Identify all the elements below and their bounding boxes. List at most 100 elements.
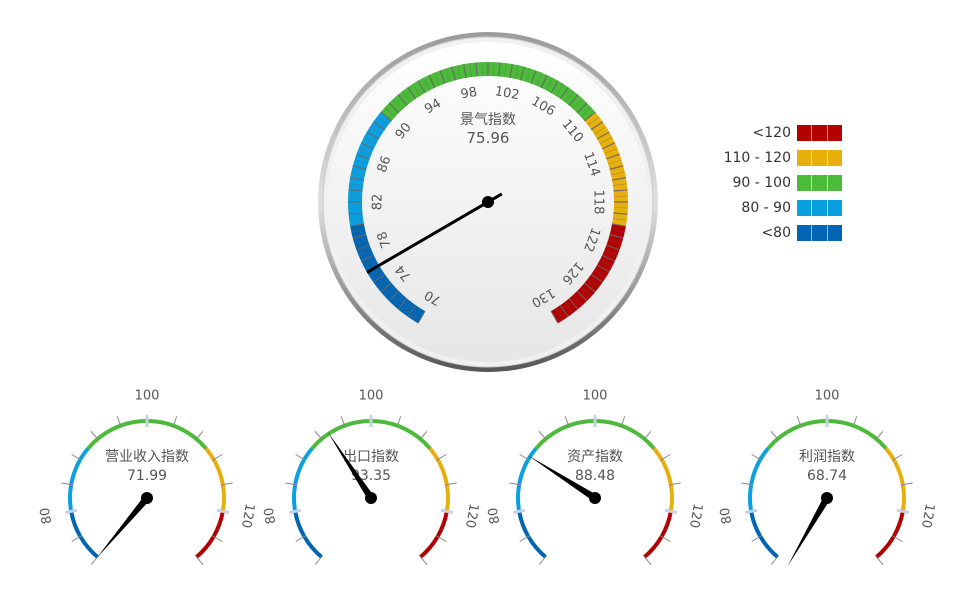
main-tick [610,171,625,176]
legend-label: 90 - 100 [732,174,792,191]
small-gauge-tick [564,416,570,428]
main-tick [354,239,368,245]
small-gauge-tick [314,431,324,441]
main-needle [366,192,503,274]
small-gauge-band-dark_blue [517,510,547,559]
main-tick [469,63,472,78]
small-gauge-tick [664,508,677,514]
main-gauge-value: 75.96 [467,129,510,147]
main-tick [356,244,370,251]
small-gauge-tick [435,454,447,461]
main-tick [550,80,559,94]
main-tick-label: 94 [422,96,444,117]
small-gauge-value: 68.74 [807,468,847,484]
legend-item[interactable]: 80 - 90 [700,195,842,220]
small-gauge-tick [900,482,913,486]
small-gauge-needle [327,431,374,500]
main-tick [434,72,441,86]
small-gauge-tick [220,482,233,486]
main-tick [587,278,600,288]
main-tick [445,68,451,82]
main-tick [363,137,377,145]
main-tick [393,98,404,110]
small-gauge-band-dark_blue [749,510,779,559]
main-needle-pivot [482,196,494,208]
main-tick [475,62,478,77]
small-gauge-tick [891,454,903,461]
small-gauge-tick [659,535,671,542]
main-tick [380,282,392,293]
small-gauge-tick [340,416,346,428]
main-tick [584,111,596,122]
main-tick [384,107,396,118]
small-gauge-needle-pivot [141,492,153,504]
main-tick [350,223,365,227]
main-tick [388,290,400,302]
small-gauge-value: 88.48 [575,468,615,484]
legend-item[interactable]: 110 - 120 [700,145,842,170]
main-tick [358,148,372,155]
main-tick [601,142,616,150]
small-gauge-tick [659,454,671,461]
main-tick [514,65,519,80]
main-tick [572,98,583,110]
main-tick [457,65,462,80]
main-tick [407,304,417,318]
small-gauge-tick [90,431,100,441]
main-tick [451,66,456,81]
legend-swatch-green [797,174,842,191]
small-gauge-tick [71,535,83,542]
main-tick [559,86,569,100]
main-tick [356,153,370,160]
main-tick [376,278,389,288]
small-gauge-needle-pivot [821,492,833,504]
main-tick [504,63,507,78]
main-tick [612,218,627,221]
small-gauge-tick [444,482,457,486]
small-gauge-tick [71,454,83,461]
small-gauge-tick-label: 80 [486,506,504,525]
small-gauge: 80 100 120 利润指数 68.74 [718,389,937,567]
main-tick [568,94,579,106]
small-gauge-band-red [419,510,449,559]
small-gauge-tick-label: 80 [262,506,280,525]
main-tick [612,183,627,186]
main-tick [550,310,559,324]
legend-item[interactable]: <80 [700,220,842,245]
small-gauge-value: 71.99 [127,468,167,484]
main-tick [423,77,431,91]
main-tick-label: 78 [375,229,395,250]
small-gauge-tick [509,482,522,486]
small-gauge-title: 营业收入指数 [105,449,189,465]
main-tick [493,62,495,77]
small-gauge-tick-label: 120 [686,502,705,529]
legend-label: 110 - 120 [723,149,791,166]
small-gauge-tick-label: 100 [815,389,840,404]
main-tick [417,310,426,324]
main-tick [572,294,583,306]
small-gauge-tick [440,508,453,514]
main-tick [601,254,616,262]
small-gauge: 80 100 120 资产指数 88.48 [486,389,705,565]
legend-item[interactable]: 90 - 100 [700,170,842,195]
main-tick [509,64,513,79]
main-tick-label: 98 [459,85,478,103]
main-tick [564,301,574,314]
main-tick [555,308,564,321]
main-tick [530,70,537,84]
small-gauge-tick-label: 120 [918,502,937,529]
main-tick [439,70,446,84]
main-tick [428,74,436,89]
main-tick [412,308,421,321]
legend-item[interactable]: <120 [700,120,842,145]
main-tick [590,273,604,283]
main-tick [611,177,626,181]
small-gauge-tick [116,416,122,428]
main-tick [348,195,363,197]
small-gauge-tick [538,555,548,565]
small-gauge-band-light_blue [292,447,314,512]
small-gauge-band-light_blue [516,447,538,512]
main-tick [590,121,604,131]
small-gauge-band-red [643,510,673,559]
small-gauge-tick [314,555,324,565]
